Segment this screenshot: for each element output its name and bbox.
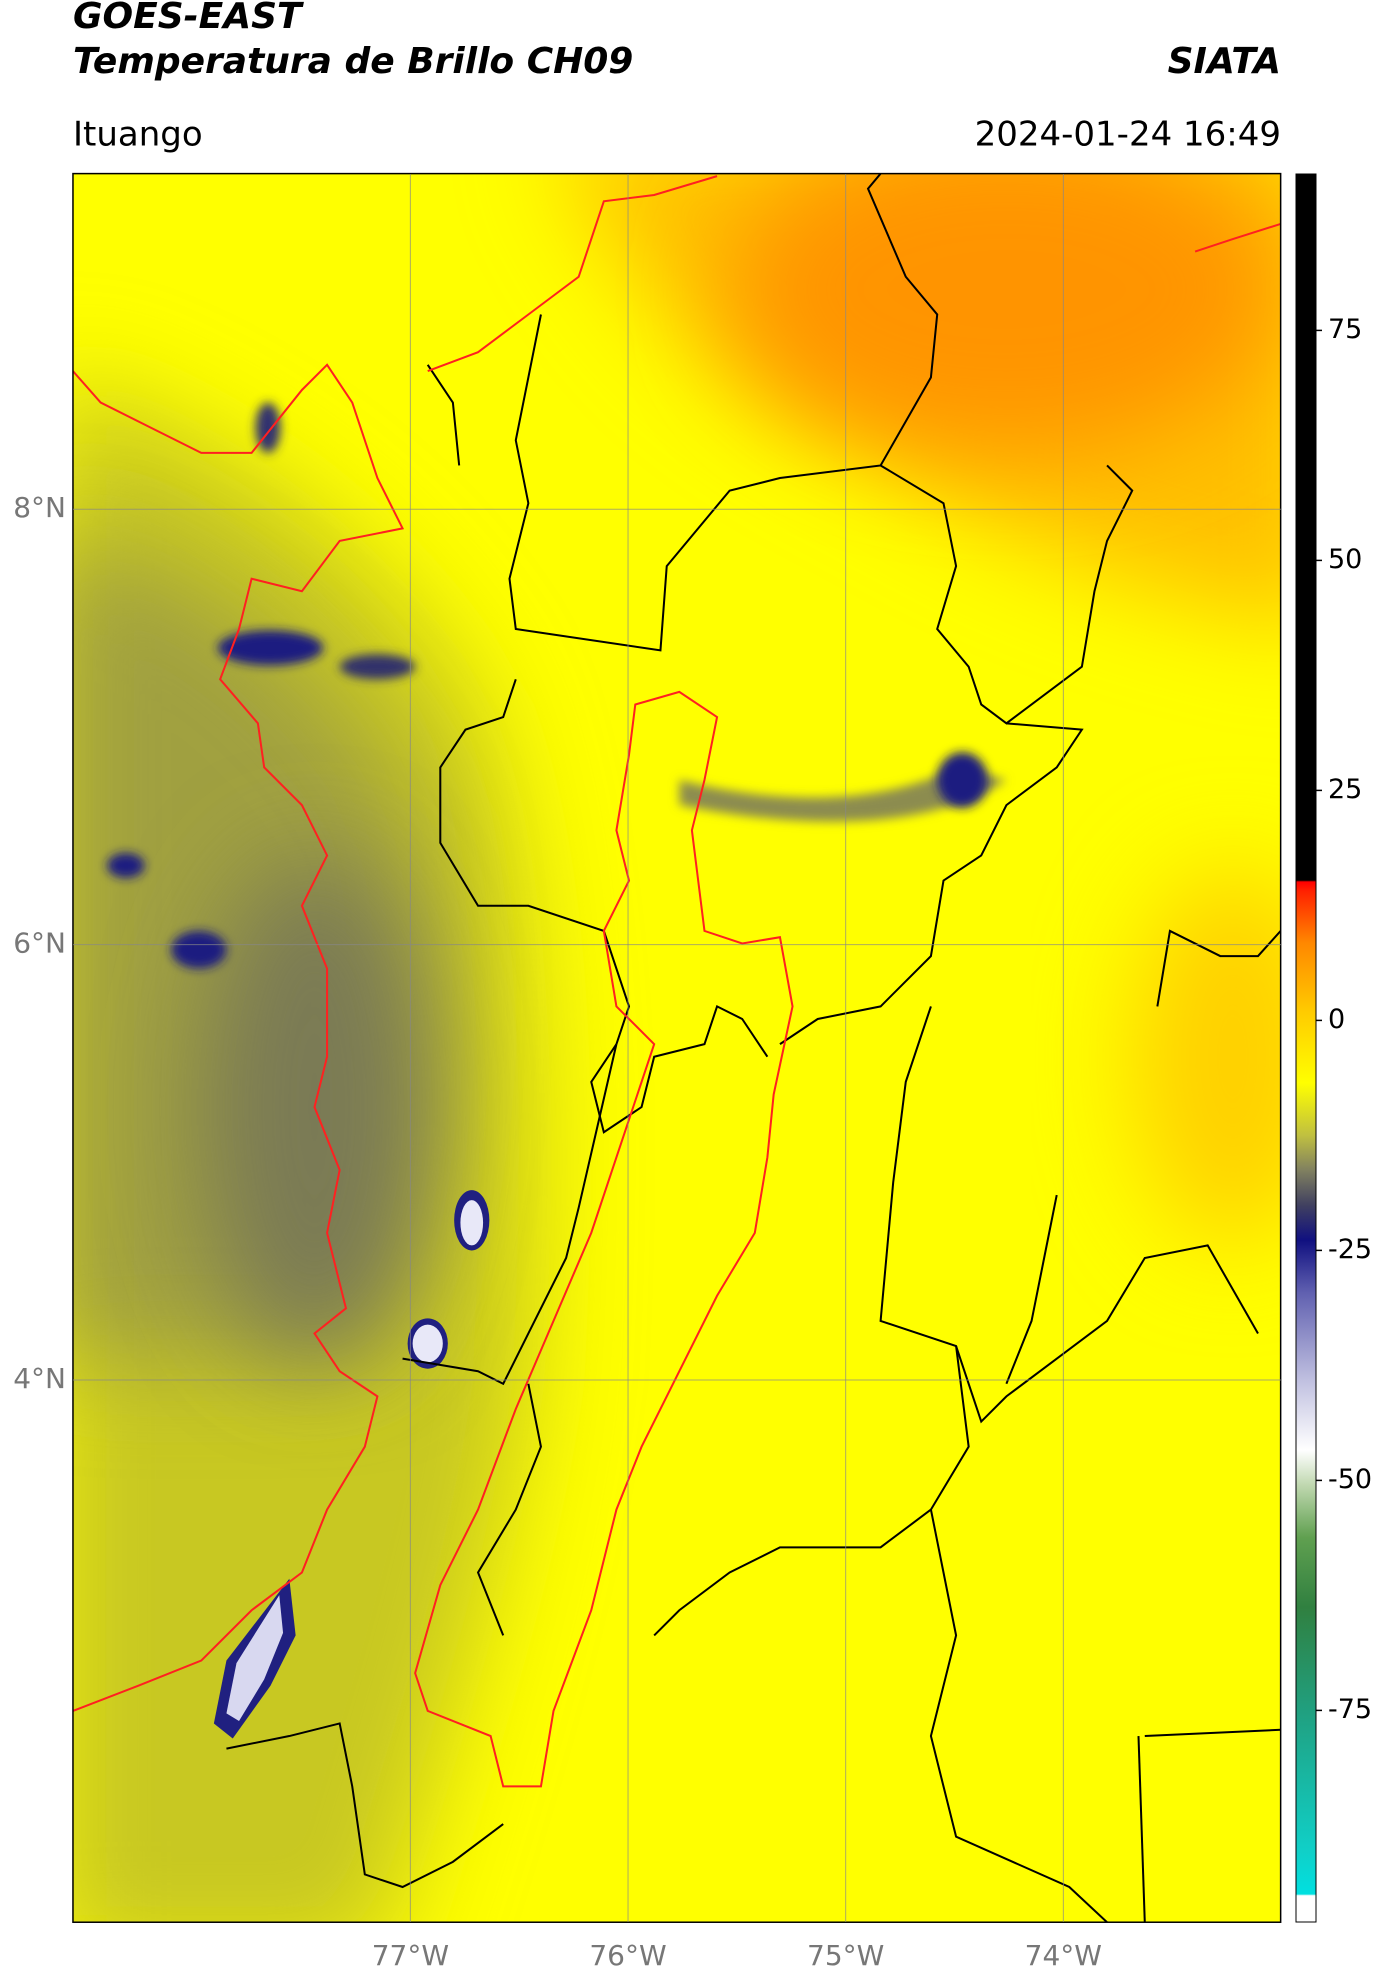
cold-cloud: [171, 930, 227, 969]
lat-label: 4°N: [13, 1362, 66, 1395]
colorbar-tick-label: 0: [1328, 1004, 1345, 1035]
cloud-band: [679, 767, 1007, 822]
cold-cloud: [106, 852, 145, 879]
colorbar-tick-label: -50: [1328, 1464, 1372, 1495]
colorbar-tick-label: -75: [1328, 1694, 1372, 1725]
cold-cloud: [217, 630, 324, 666]
colorbar-tick-label: -25: [1328, 1234, 1372, 1265]
cold-cloud: [937, 752, 988, 808]
borders: [226, 173, 1281, 1923]
colorbar: [1295, 173, 1317, 1923]
cold-cloud: [226, 1595, 284, 1721]
datetime: 2024-01-24 16:49: [975, 115, 1281, 155]
coastline: [72, 175, 1281, 1788]
lon-label: 74°W: [1025, 1939, 1102, 1972]
title: GOES-EAST: [73, 0, 304, 37]
colorbar-tick-label: 25: [1328, 774, 1362, 805]
lat-label: 8°N: [13, 491, 66, 524]
cold-cloud: [339, 654, 416, 680]
colorbar-tick-label: 75: [1328, 314, 1362, 345]
lon-label: 77°W: [372, 1939, 449, 1972]
map: [72, 172, 1282, 1923]
lon-label: 76°W: [589, 1939, 666, 1972]
warm-patch: [1132, 868, 1281, 1246]
location: Ituango: [73, 115, 203, 155]
lon-label: 75°W: [807, 1939, 884, 1972]
lat-label: 6°N: [13, 927, 66, 960]
warm-core: [729, 173, 1281, 453]
subtitle: Temperatura de Brillo CH09: [73, 41, 633, 82]
colorbar-tick-label: 50: [1328, 544, 1362, 575]
cold-cloud: [460, 1200, 484, 1246]
cold-cloud: [412, 1324, 443, 1363]
cold-cloud: [255, 402, 281, 453]
labels: 77°W 76°W 75°W 74°W 8°N 6°N 4°N 75 50 25 0 -25 -50 -7…: [13, 314, 1372, 1972]
graticule: [73, 174, 1281, 1922]
map-frame: [72, 172, 1282, 1923]
source: SIATA: [1168, 41, 1281, 82]
